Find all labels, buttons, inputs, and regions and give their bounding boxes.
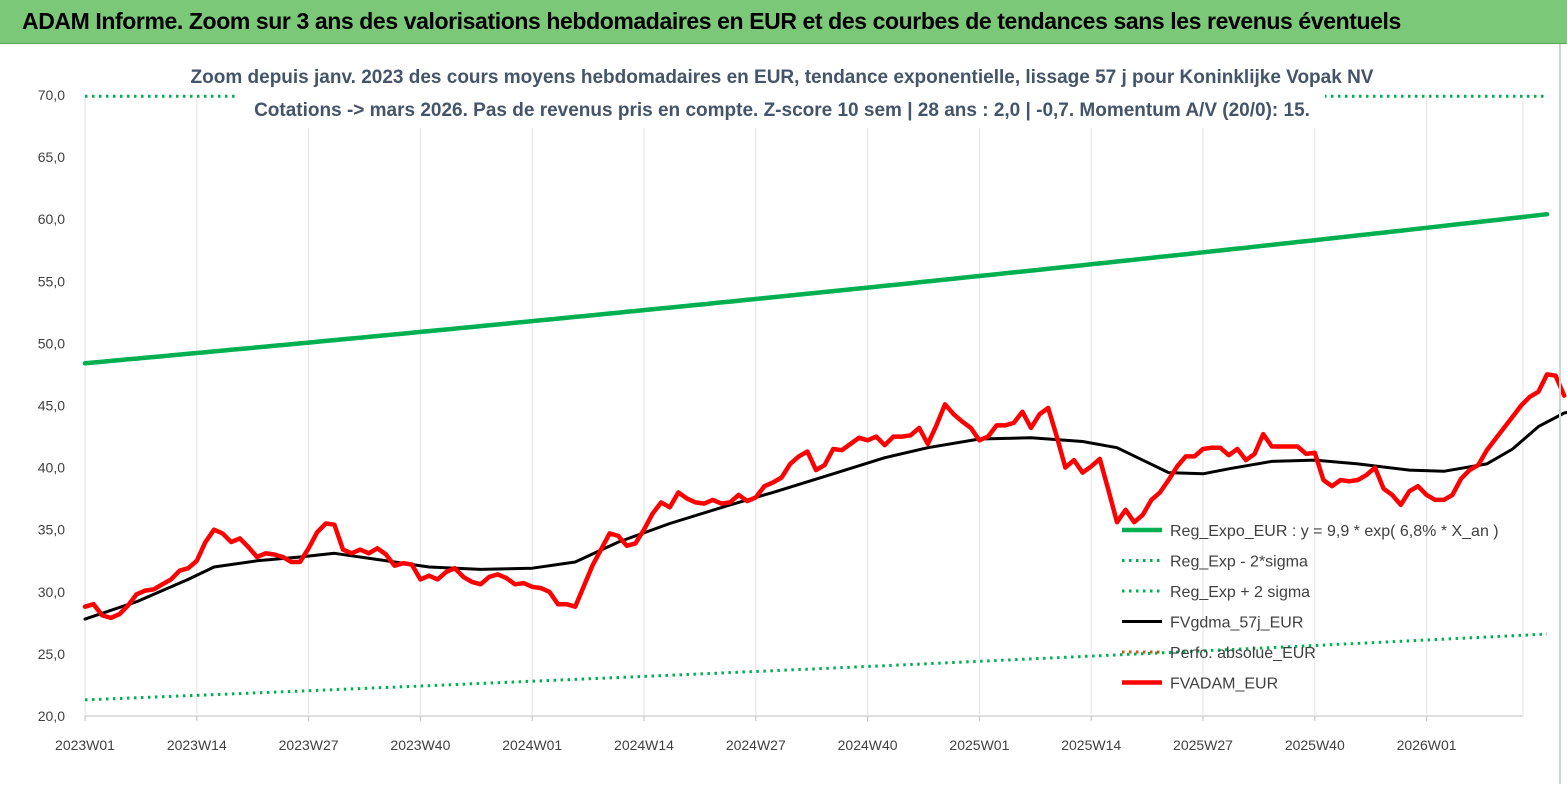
x-tick-label: 2026W01 — [1397, 737, 1457, 753]
x-tick-label: 2025W27 — [1173, 737, 1233, 753]
x-tick-label: 2024W40 — [838, 737, 898, 753]
y-tick-label: 70,0 — [38, 87, 65, 103]
x-tick-label: 2024W14 — [614, 737, 674, 753]
legend: Reg_Expo_EUR : y = 9,9 * exp( 6,8% * X_a… — [1122, 523, 1499, 693]
legend-label: FVgdma_57j_EUR — [1170, 615, 1303, 632]
x-axis: 2023W01 2023W14 2023W27 2023W40 2024W01 2024W… — [55, 737, 1457, 753]
x-tick-label: 2025W01 — [949, 737, 1009, 753]
title-backdrop — [235, 62, 1325, 128]
title-banner: ADAM Informe. Zoom sur 3 ans des valoris… — [0, 0, 1567, 44]
y-tick-label: 60,0 — [38, 211, 65, 227]
chart-title: Zoom depuis janv. 2023 des cours moyens … — [191, 62, 1374, 128]
frame-edge — [1559, 44, 1561, 784]
chart-title-line-2: Cotations -> mars 2026. Pas de revenus p… — [254, 100, 1310, 121]
legend-label: Reg_Exp - 2*sigma — [1170, 554, 1308, 571]
y-tick-label: 40,0 — [38, 460, 65, 476]
y-axis: 20,0 25,0 30,0 35,0 40,0 45,0 50,0 55,0 60,0 65,0… — [38, 87, 65, 724]
x-tick-label: 2025W40 — [1285, 737, 1345, 753]
x-tick-label: 2023W27 — [279, 737, 339, 753]
chart-gridlines — [84, 95, 1524, 721]
y-tick-label: 35,0 — [38, 522, 65, 538]
legend-label: Reg_Expo_EUR : y = 9,9 * exp( 6,8% * X_a… — [1170, 523, 1499, 540]
y-tick-label: 20,0 — [38, 708, 65, 724]
series-line-0 — [82, 211, 1550, 366]
series-line-1 — [84, 632, 1548, 702]
y-tick-label: 25,0 — [38, 646, 65, 662]
y-tick-label: 50,0 — [38, 335, 65, 351]
chart-title-line-1: Zoom depuis janv. 2023 des cours moyens … — [191, 67, 1374, 88]
y-tick-label: 65,0 — [38, 149, 65, 165]
series-line-3 — [83, 410, 1567, 621]
x-tick-label: 2024W01 — [502, 737, 562, 753]
legend-label: FVADAM_EUR — [1170, 676, 1278, 693]
x-tick-label: 2025W14 — [1061, 737, 1121, 753]
y-tick-label: 30,0 — [38, 584, 65, 600]
x-tick-label: 2023W01 — [55, 737, 115, 753]
legend-label: Reg_Exp + 2 sigma — [1170, 584, 1310, 601]
series-line-5 — [82, 372, 1567, 621]
x-tick-label: 2024W27 — [726, 737, 786, 753]
legend-label: Perfo. absolue_EUR — [1170, 645, 1316, 662]
chart-series — [82, 94, 1567, 702]
x-tick-label: 2023W14 — [167, 737, 227, 753]
y-tick-label: 55,0 — [38, 273, 65, 289]
y-tick-label: 45,0 — [38, 398, 65, 414]
x-tick-label: 2023W40 — [390, 737, 450, 753]
banner-title: ADAM Informe. Zoom sur 3 ans des valoris… — [22, 8, 1401, 34]
